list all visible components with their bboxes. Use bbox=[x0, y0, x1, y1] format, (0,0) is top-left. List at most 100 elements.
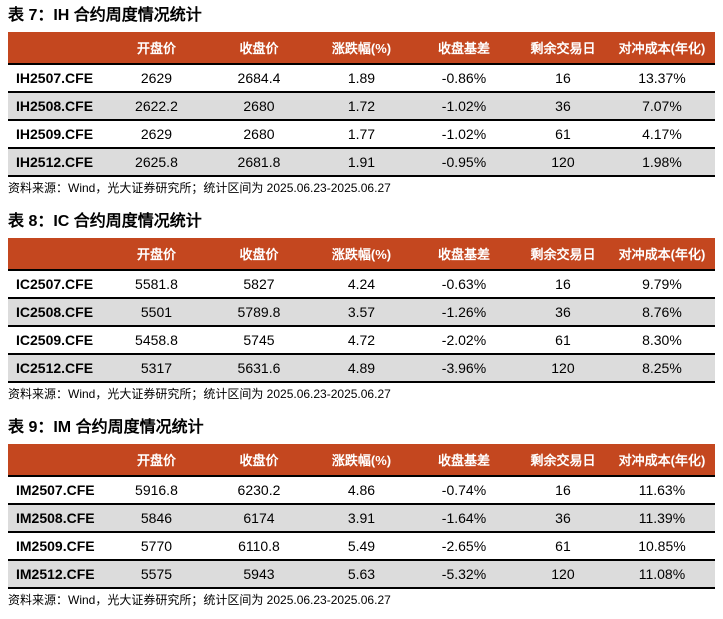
value-cell: 5827 bbox=[205, 270, 312, 299]
value-cell: 2629 bbox=[106, 64, 206, 93]
table-ic-section: 表 8：IC 合约周度情况统计 开盘价 收盘价 涨跌幅(%) 收盘基差 剩余交易… bbox=[8, 211, 715, 402]
value-cell: 120 bbox=[517, 354, 609, 383]
table-row: IC2508.CFE 5501 5789.8 3.57 -1.26% 36 8.… bbox=[8, 298, 715, 327]
table-row: IH2512.CFE 2625.8 2681.8 1.91 -0.95% 120… bbox=[8, 148, 715, 177]
table-row: IM2508.CFE 5846 6174 3.91 -1.64% 36 11.3… bbox=[8, 504, 715, 533]
header-row: 开盘价 收盘价 涨跌幅(%) 收盘基差 剩余交易日 对冲成本(年化) bbox=[8, 32, 715, 65]
value-cell: 6174 bbox=[205, 504, 312, 533]
table-row: IC2507.CFE 5581.8 5827 4.24 -0.63% 16 9.… bbox=[8, 270, 715, 299]
col-header-hedgecost: 对冲成本(年化) bbox=[608, 32, 715, 65]
contract-cell: IM2508.CFE bbox=[8, 504, 107, 533]
col-header-change: 涨跌幅(%) bbox=[311, 238, 411, 271]
value-cell: 6230.2 bbox=[205, 476, 312, 505]
value-cell: -1.26% bbox=[410, 298, 517, 327]
table-ic: 开盘价 收盘价 涨跌幅(%) 收盘基差 剩余交易日 对冲成本(年化) IC250… bbox=[8, 238, 715, 383]
col-header-close: 收盘价 bbox=[205, 238, 312, 271]
col-header-open: 开盘价 bbox=[106, 32, 206, 65]
col-header-basis: 收盘基差 bbox=[410, 444, 517, 477]
contract-cell: IH2507.CFE bbox=[8, 64, 107, 93]
value-cell: -0.95% bbox=[410, 148, 517, 177]
value-cell: 5458.8 bbox=[106, 326, 206, 355]
contract-cell: IH2508.CFE bbox=[8, 92, 107, 121]
table-ic-title: 表 8：IC 合约周度情况统计 bbox=[8, 213, 202, 230]
value-cell: 10.85% bbox=[608, 532, 715, 561]
value-cell: 61 bbox=[517, 326, 609, 355]
value-cell: 61 bbox=[517, 120, 609, 149]
value-cell: 11.39% bbox=[608, 504, 715, 533]
header-row: 开盘价 收盘价 涨跌幅(%) 收盘基差 剩余交易日 对冲成本(年化) bbox=[8, 238, 715, 271]
value-cell: 120 bbox=[517, 560, 609, 589]
value-cell: -2.02% bbox=[410, 326, 517, 355]
value-cell: -1.02% bbox=[410, 120, 517, 149]
value-cell: 2625.8 bbox=[106, 148, 206, 177]
value-cell: -5.32% bbox=[410, 560, 517, 589]
header-row: 开盘价 收盘价 涨跌幅(%) 收盘基差 剩余交易日 对冲成本(年化) bbox=[8, 444, 715, 477]
contract-cell: IM2507.CFE bbox=[8, 476, 107, 505]
value-cell: -3.96% bbox=[410, 354, 517, 383]
value-cell: 3.91 bbox=[311, 504, 411, 533]
source-note: 资料来源：Wind，光大证券研究所；统计区间为 2025.06.23-2025.… bbox=[8, 387, 391, 401]
table-row: IC2512.CFE 5317 5631.6 4.89 -3.96% 120 8… bbox=[8, 354, 715, 383]
value-cell: 1.72 bbox=[311, 92, 411, 121]
table-row: IH2509.CFE 2629 2680 1.77 -1.02% 61 4.17… bbox=[8, 120, 715, 149]
value-cell: 4.86 bbox=[311, 476, 411, 505]
contract-cell: IH2512.CFE bbox=[8, 148, 107, 177]
value-cell: 5631.6 bbox=[205, 354, 312, 383]
contract-cell: IC2507.CFE bbox=[8, 270, 107, 299]
value-cell: 36 bbox=[517, 504, 609, 533]
value-cell: 2622.2 bbox=[106, 92, 206, 121]
value-cell: 11.08% bbox=[608, 560, 715, 589]
col-header-days: 剩余交易日 bbox=[517, 444, 609, 477]
value-cell: 4.17% bbox=[608, 120, 715, 149]
value-cell: 5943 bbox=[205, 560, 312, 589]
value-cell: 5.63 bbox=[311, 560, 411, 589]
value-cell: -0.86% bbox=[410, 64, 517, 93]
value-cell: 9.79% bbox=[608, 270, 715, 299]
table-row: IM2509.CFE 5770 6110.8 5.49 -2.65% 61 10… bbox=[8, 532, 715, 561]
value-cell: 1.77 bbox=[311, 120, 411, 149]
table-im: 开盘价 收盘价 涨跌幅(%) 收盘基差 剩余交易日 对冲成本(年化) IM250… bbox=[8, 444, 715, 589]
value-cell: 6110.8 bbox=[205, 532, 312, 561]
table-ih-section: 表 7：IH 合约周度情况统计 开盘价 收盘价 涨跌幅(%) 收盘基差 剩余交易… bbox=[8, 5, 715, 196]
contract-cell: IC2508.CFE bbox=[8, 298, 107, 327]
value-cell: 16 bbox=[517, 476, 609, 505]
col-header-hedgecost: 对冲成本(年化) bbox=[608, 238, 715, 271]
value-cell: 7.07% bbox=[608, 92, 715, 121]
value-cell: 5581.8 bbox=[106, 270, 206, 299]
col-header-contract bbox=[8, 238, 107, 271]
value-cell: 5501 bbox=[106, 298, 206, 327]
col-header-close: 收盘价 bbox=[205, 444, 312, 477]
col-header-close: 收盘价 bbox=[205, 32, 312, 65]
value-cell: 8.76% bbox=[608, 298, 715, 327]
value-cell: -1.02% bbox=[410, 92, 517, 121]
contract-cell: IC2512.CFE bbox=[8, 354, 107, 383]
col-header-hedgecost: 对冲成本(年化) bbox=[608, 444, 715, 477]
value-cell: 11.63% bbox=[608, 476, 715, 505]
col-header-days: 剩余交易日 bbox=[517, 32, 609, 65]
col-header-basis: 收盘基差 bbox=[410, 32, 517, 65]
value-cell: 5916.8 bbox=[106, 476, 206, 505]
contract-cell: IM2509.CFE bbox=[8, 532, 107, 561]
source-note: 资料来源：Wind，光大证券研究所；统计区间为 2025.06.23-2025.… bbox=[8, 181, 391, 195]
value-cell: 5745 bbox=[205, 326, 312, 355]
value-cell: 1.89 bbox=[311, 64, 411, 93]
table-row: IM2512.CFE 5575 5943 5.63 -5.32% 120 11.… bbox=[8, 560, 715, 589]
value-cell: 36 bbox=[517, 92, 609, 121]
value-cell: 16 bbox=[517, 270, 609, 299]
col-header-days: 剩余交易日 bbox=[517, 238, 609, 271]
value-cell: -2.65% bbox=[410, 532, 517, 561]
value-cell: 3.57 bbox=[311, 298, 411, 327]
contract-cell: IC2509.CFE bbox=[8, 326, 107, 355]
table-row: IM2507.CFE 5916.8 6230.2 4.86 -0.74% 16 … bbox=[8, 476, 715, 505]
col-header-change: 涨跌幅(%) bbox=[311, 444, 411, 477]
value-cell: 2680 bbox=[205, 120, 312, 149]
col-header-contract bbox=[8, 32, 107, 65]
table-row: IC2509.CFE 5458.8 5745 4.72 -2.02% 61 8.… bbox=[8, 326, 715, 355]
table-im-title: 表 9：IM 合约周度情况统计 bbox=[8, 419, 204, 436]
value-cell: 2681.8 bbox=[205, 148, 312, 177]
value-cell: 120 bbox=[517, 148, 609, 177]
col-header-change: 涨跌幅(%) bbox=[311, 32, 411, 65]
value-cell: 4.72 bbox=[311, 326, 411, 355]
table-ih-title: 表 7：IH 合约周度情况统计 bbox=[8, 7, 202, 24]
col-header-contract bbox=[8, 444, 107, 477]
